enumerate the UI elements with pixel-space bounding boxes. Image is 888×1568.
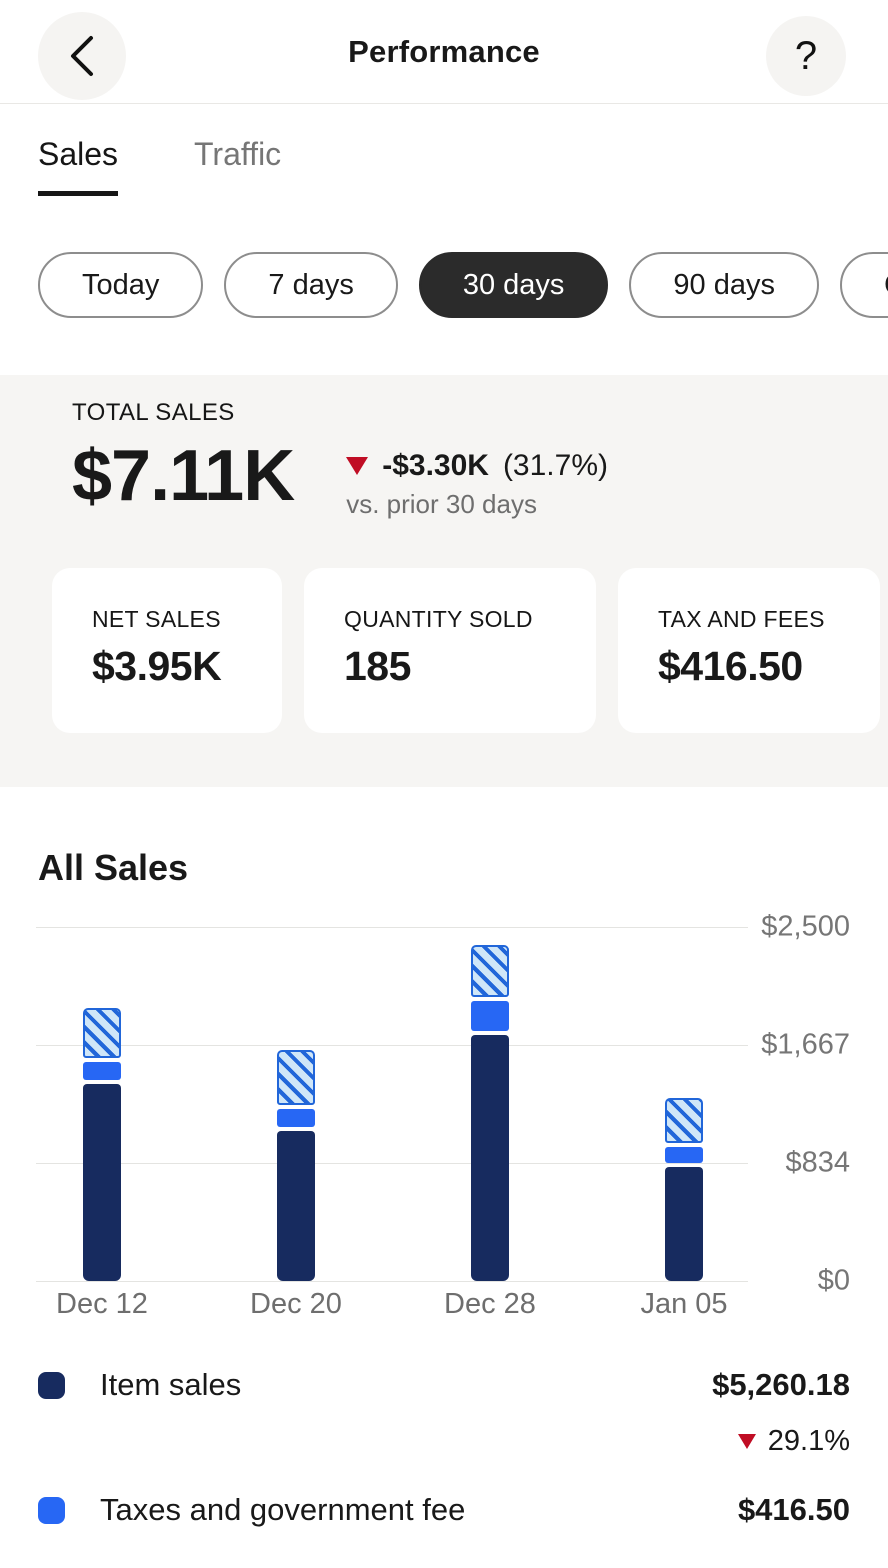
- chart-gridline: [36, 1163, 748, 1164]
- stat-card-value: $3.95K: [92, 643, 222, 689]
- y-axis-label: $2,500: [761, 910, 850, 943]
- bar-segment-item-sales: [665, 1167, 703, 1281]
- header: Performance ?: [0, 0, 888, 104]
- filter-pill-c[interactable]: C: [840, 252, 888, 318]
- chevron-left-icon: [71, 36, 93, 76]
- bar-segment-hatched: [277, 1050, 315, 1105]
- legend-series-change: 29.1%: [38, 1425, 850, 1458]
- stat-card-tax-and-fees: TAX AND FEES $416.50: [618, 568, 880, 733]
- bar-segment-hatched: [83, 1008, 121, 1058]
- bar-segment-taxes: [277, 1109, 315, 1127]
- summary-panel: TOTAL SALES $7.11K -$3.30K (31.7%) vs. p…: [0, 375, 888, 787]
- stat-card-label: NET SALES: [92, 606, 221, 632]
- trend-down-icon: [737, 1434, 756, 1449]
- delta-amount: -$3.30K: [382, 449, 489, 482]
- total-sales-label: TOTAL SALES: [72, 399, 235, 426]
- bar-segment-hatched: [665, 1098, 703, 1143]
- x-axis-label: Dec 28: [444, 1288, 536, 1320]
- bar-segment-item-sales: [277, 1131, 315, 1281]
- y-axis-label: $0: [817, 1264, 850, 1297]
- chart-bar-dec-20[interactable]: [277, 809, 315, 1281]
- stat-card-net-sales: NET SALES $3.95K: [52, 568, 282, 733]
- filter-pill-7-days[interactable]: 7 days: [224, 252, 398, 318]
- chart-bar-jan-05[interactable]: [665, 809, 703, 1281]
- chart-gridline: [36, 1281, 748, 1282]
- legend-series-name: Item sales: [100, 1367, 242, 1402]
- filter-pill-30-days[interactable]: 30 days: [418, 252, 609, 318]
- back-button[interactable]: [38, 12, 126, 100]
- chart-bar-dec-12[interactable]: [83, 809, 121, 1281]
- bar-segment-hatched: [471, 945, 509, 997]
- stat-card-value: 185: [344, 643, 411, 689]
- y-axis-label: $1,667: [761, 1028, 850, 1061]
- legend-row-main: Item sales $5,260.18: [38, 1367, 850, 1403]
- legend-swatch: [38, 1496, 65, 1524]
- legend-series-value: $5,260.18: [712, 1367, 850, 1402]
- tab-sales[interactable]: Sales: [38, 136, 119, 196]
- chart-section-title: All Sales: [38, 847, 189, 888]
- bar-segment-taxes: [665, 1147, 703, 1163]
- chart-legend: Item sales $5,260.18 29.1% Taxes and govern…: [0, 1367, 888, 1528]
- bar-segment-item-sales: [83, 1084, 121, 1281]
- legend-row-taxes-and-government-fee: Taxes and government fee $416.50: [38, 1492, 850, 1528]
- stat-card-quantity-sold: QUANTITY SOLD 185: [304, 568, 596, 733]
- filter-pill-90-days[interactable]: 90 days: [629, 252, 819, 318]
- help-button[interactable]: ?: [766, 16, 846, 96]
- total-sales-value: $7.11K: [72, 436, 295, 516]
- page-title: Performance: [348, 34, 540, 69]
- x-axis-label: Dec 20: [250, 1288, 342, 1320]
- x-axis-label: Dec 12: [56, 1288, 148, 1320]
- bar-segment-taxes: [471, 1001, 509, 1031]
- all-sales-chart: $2,500 $1,667 $834 $0 Dec 12 Dec 20 Dec 28 Jan …: [0, 889, 888, 1321]
- compare-note: vs. prior 30 days: [346, 489, 537, 519]
- delta-percent: (31.7%): [502, 449, 608, 482]
- legend-row-main: Taxes and government fee $416.50: [38, 1492, 850, 1528]
- stat-card-value: $416.50: [658, 643, 803, 689]
- trend-down-icon: [346, 457, 369, 475]
- bar-segment-item-sales: [471, 1035, 509, 1281]
- legend-series-name: Taxes and government fee: [100, 1492, 466, 1527]
- legend-row-item-sales: Item sales $5,260.18 29.1%: [38, 1367, 850, 1458]
- tab-traffic[interactable]: Traffic: [194, 136, 282, 172]
- filter-pill-today[interactable]: Today: [38, 252, 204, 318]
- legend-series-value: $416.50: [737, 1492, 850, 1527]
- y-axis-label: $834: [785, 1146, 850, 1179]
- legend-swatch: [38, 1371, 65, 1399]
- date-range-filters: Today 7 days 30 days 90 days C: [0, 252, 888, 318]
- chart-gridline: [36, 1045, 748, 1046]
- x-axis-label: Jan 05: [640, 1288, 728, 1320]
- stat-card-label: TAX AND FEES: [658, 606, 825, 632]
- stat-cards: NET SALES $3.95K QUANTITY SOLD 185 TAX AND F…: [0, 568, 888, 733]
- chart-gridline: [36, 927, 748, 928]
- chart-bar-dec-28[interactable]: [471, 809, 509, 1281]
- bar-segment-taxes: [83, 1062, 121, 1080]
- stat-card-label: QUANTITY SOLD: [344, 606, 533, 632]
- legend-change-value: 29.1%: [767, 1425, 850, 1457]
- tab-bar: Sales Traffic: [0, 104, 888, 196]
- help-icon: ?: [794, 33, 818, 78]
